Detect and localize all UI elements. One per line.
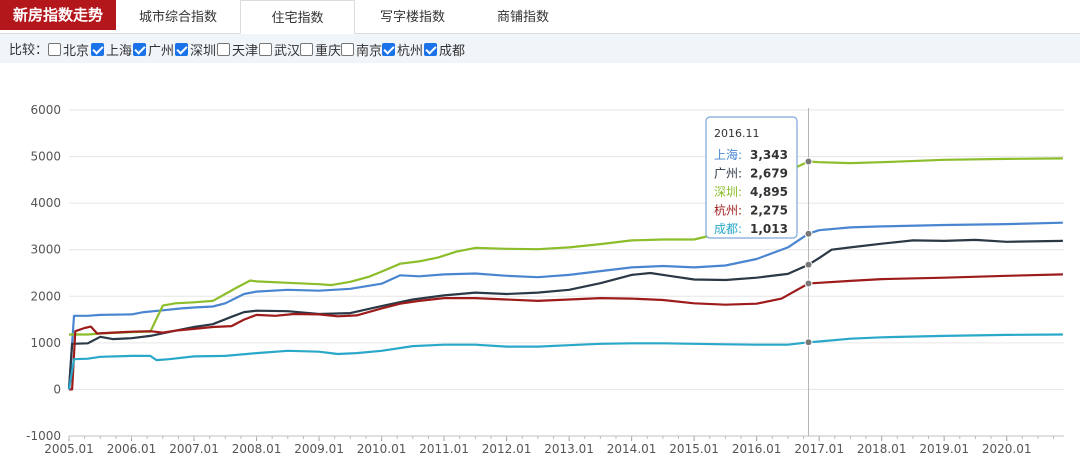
city-checkbox-tianjin[interactable]: 天津 [217,40,259,59]
city-checkbox-guangzhou[interactable]: 广州 [133,40,175,59]
city-label: 杭州 [397,43,424,59]
tab-office[interactable]: 写字楼指数 [379,10,445,25]
city-label: 成都 [439,43,466,59]
checkbox-icon [48,42,61,56]
city-checkbox-wuhan[interactable]: 武汉 [259,40,301,59]
x-tick-label: 2010.01 [357,442,407,456]
series-marker [804,338,813,347]
city-checkbox-nanjing[interactable]: 南京 [341,40,383,59]
tooltip-box [705,116,798,239]
city-checkbox-shanghai[interactable]: 上海 [91,40,133,59]
city-label: 天津 [232,43,259,59]
compare-filter-bar: 比较： 北京 上海 广州 深圳 天津 武汉 重庆 南京 杭州 成都 [0,34,1080,63]
tooltip-series-value: 4,895 [750,185,788,199]
checkbox-checked-icon [175,42,188,56]
x-tick-label: 2018.01 [857,442,907,456]
x-tick-label: 2014.01 [607,442,657,456]
city-label: 北京 [63,43,90,59]
tab-city-composite[interactable]: 城市综合指数 [138,10,217,25]
x-tick-label: 2020.01 [982,442,1032,456]
y-tick-label: 5000 [30,150,61,164]
y-tick-label: 1000 [30,336,61,350]
checkbox-icon [259,42,272,56]
series-marker [804,157,813,166]
x-tick-label: 2011.01 [419,442,469,456]
checkbox-icon [341,42,354,56]
tab-retail[interactable]: 商铺指数 [496,10,549,25]
city-checkbox-hangzhou[interactable]: 杭州 [382,40,424,59]
x-tick-label: 2009.01 [294,442,344,456]
y-tick-label: 3000 [30,243,61,257]
y-tick-label: 6000 [30,103,61,117]
x-tick-label: 2016.01 [732,442,782,456]
compare-label: 比较： [9,43,49,58]
checkbox-icon [217,42,230,56]
y-tick-label: 2000 [30,289,61,303]
city-checkbox-shenzhen[interactable]: 深圳 [175,40,217,59]
y-tick-label: 4000 [30,196,61,210]
series-marker [804,260,813,269]
x-tick-label: 2015.01 [669,442,719,456]
brand-title: 新房指数走势 [0,0,116,30]
checkbox-checked-icon [91,42,104,56]
series-line-上海 [67,221,1063,390]
series-marker [804,229,813,238]
city-label: 上海 [106,43,133,59]
tooltip-series-name: 成都: [714,222,742,236]
series-marker [804,279,813,288]
x-tick-label: 2019.01 [919,442,969,456]
checkbox-checked-icon [133,42,146,56]
city-label: 重庆 [315,43,342,59]
tooltip-date: 2016.11 [714,127,760,140]
x-tick-label: 2008.01 [232,442,282,456]
x-tick-label: 2013.01 [544,442,594,456]
tooltip-series-name: 深圳: [714,185,742,199]
city-checkbox-chengdu[interactable]: 成都 [424,40,466,59]
series-line-杭州 [69,273,1063,391]
checkbox-checked-icon [382,42,395,56]
tooltip-series-value: 2,679 [750,167,788,181]
tooltip-series-name: 杭州: [714,203,742,218]
tooltip-series-name: 广州: [714,167,742,181]
tooltip-series-value: 2,275 [750,204,788,218]
tooltip-series-value: 3,343 [750,148,788,162]
y-tick-label: -1000 [26,429,61,443]
tooltip-series-name: 上海: [714,147,742,162]
x-tick-label: 2007.01 [169,442,219,456]
city-label: 深圳 [190,43,217,59]
city-checkbox-beijing[interactable]: 北京 [48,40,90,59]
x-tick-label: 2012.01 [482,442,532,456]
city-checkbox-chongqing[interactable]: 重庆 [300,40,342,59]
x-tick-label: 2017.01 [794,442,844,456]
series-line-广州 [67,238,1063,390]
checkbox-checked-icon [424,42,437,56]
y-tick-label: 0 [53,382,61,396]
tab-bar: 新房指数走势 城市综合指数 住宅指数 写字楼指数 商铺指数 [0,0,1080,34]
city-label: 广州 [148,43,175,59]
tab-residential[interactable]: 住宅指数 [240,0,355,34]
series-line-深圳 [69,157,1063,336]
checkbox-icon [300,42,313,56]
x-tick-label: 2006.01 [107,442,157,456]
city-label: 武汉 [274,43,301,59]
tooltip-series-value: 1,013 [750,222,788,236]
city-label: 南京 [356,43,383,59]
x-tick-label: 2005.01 [44,442,94,456]
